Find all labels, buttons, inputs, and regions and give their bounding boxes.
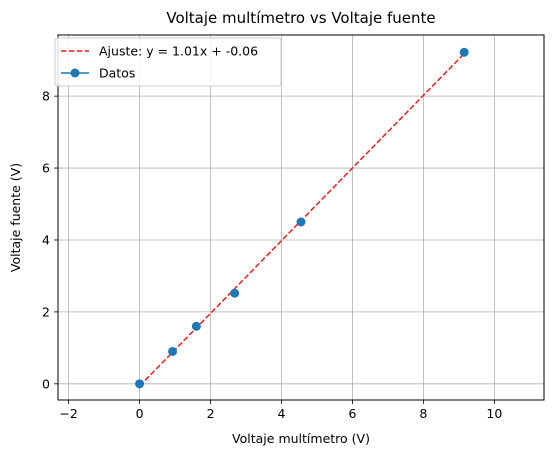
- y-tick-label: 4: [42, 232, 50, 247]
- data-point: [135, 379, 145, 389]
- axis-ticks: −2 0 2 4 6 8 10 0 2 4 6 8: [42, 89, 502, 421]
- y-tick-label: 0: [42, 376, 50, 391]
- x-tick-label: 2: [207, 406, 215, 421]
- legend: Ajuste: y = 1.01x + -0.06 Datos: [54, 37, 282, 87]
- x-tick-label: −2: [59, 406, 77, 421]
- x-tick-label: 10: [486, 406, 502, 421]
- legend-data-label: Datos: [99, 66, 135, 81]
- chart-title: Voltaje multímetro vs Voltaje fuente: [166, 9, 435, 27]
- data-point: [459, 47, 469, 57]
- y-axis-label: Voltaje fuente (V): [8, 163, 23, 272]
- x-axis-label: Voltaje multímetro (V): [232, 431, 370, 446]
- data-point: [296, 217, 306, 227]
- data-point: [230, 288, 240, 298]
- legend-box: [54, 37, 282, 87]
- x-tick-label: 6: [348, 406, 356, 421]
- x-tick-label: 4: [278, 406, 286, 421]
- y-tick-label: 2: [42, 304, 50, 319]
- data-point: [168, 346, 178, 356]
- x-tick-label: 8: [419, 406, 427, 421]
- y-tick-label: 6: [42, 161, 50, 176]
- legend-data-swatch-marker: [70, 68, 80, 78]
- legend-fit-label: Ajuste: y = 1.01x + -0.06: [99, 44, 258, 59]
- x-tick-label: 0: [136, 406, 144, 421]
- y-tick-label: 8: [42, 89, 50, 104]
- plot-area-frame: [57, 34, 545, 401]
- data-point: [191, 321, 201, 331]
- data-points-layer: [135, 47, 469, 389]
